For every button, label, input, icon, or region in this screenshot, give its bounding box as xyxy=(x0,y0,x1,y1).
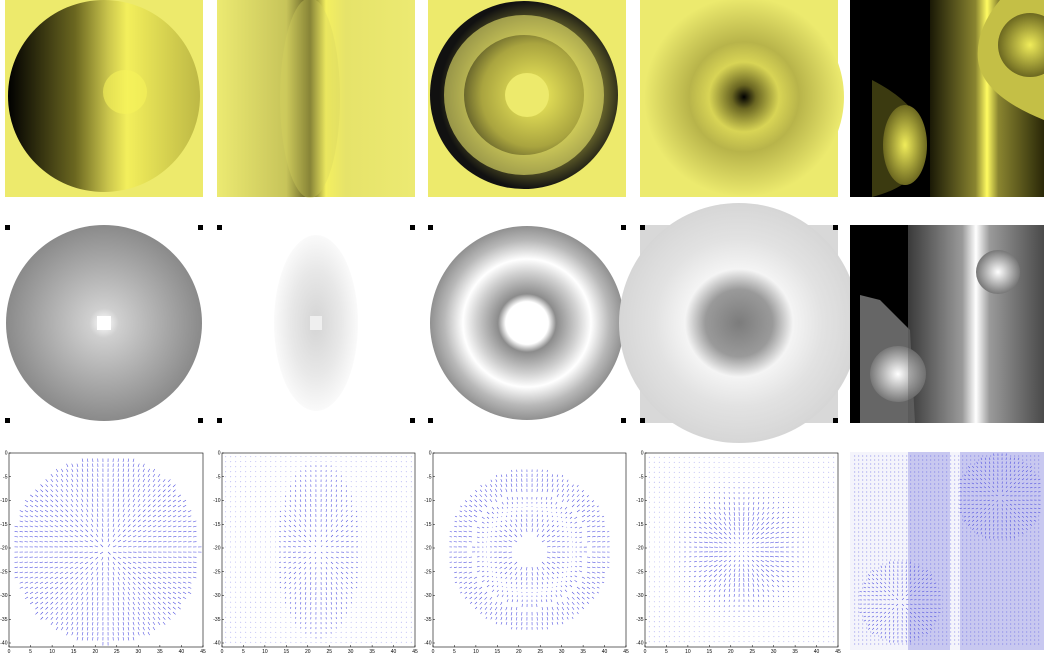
x-tick-label: 30 xyxy=(136,649,142,655)
x-tick-label: 5 xyxy=(453,649,456,655)
x-tick-label: 15 xyxy=(707,649,713,655)
x-tick-label: 35 xyxy=(580,649,586,655)
y-tick-label: -15 xyxy=(0,522,7,528)
y-tick-label: -15 xyxy=(424,522,431,528)
x-tick-label: 35 xyxy=(792,649,798,655)
x-tick-label: 0 xyxy=(644,649,647,655)
y-tick-label: -5 xyxy=(427,474,432,480)
y-tick-label: -30 xyxy=(213,593,220,599)
x-tick-label: 15 xyxy=(495,649,501,655)
x-tick-label: 45 xyxy=(835,649,841,655)
x-tick-label: 0 xyxy=(8,649,11,655)
x-tick-label: 5 xyxy=(665,649,668,655)
y-tick-label: -25 xyxy=(424,569,431,575)
y-tick-label: -5 xyxy=(639,474,644,480)
x-tick-label: 35 xyxy=(157,649,163,655)
panel-gray-radial-pit xyxy=(619,203,859,443)
y-tick-label: -20 xyxy=(424,546,431,552)
x-tick-label: 5 xyxy=(29,649,32,655)
quiver-arrows xyxy=(648,456,835,643)
x-tick-label: 25 xyxy=(114,649,120,655)
y-tick-label: -30 xyxy=(636,593,643,599)
quiver-arrows xyxy=(225,456,412,643)
y-tick-label: -10 xyxy=(0,498,7,504)
x-tick-label: 30 xyxy=(559,649,565,655)
x-tick-label: 25 xyxy=(749,649,755,655)
quiver-row: 0 5 10 15 20 25 30 35 40 45 0 -5 -10 -15 -20 -25 -30 -35 -… xyxy=(0,451,1044,655)
x-tick-label: 20 xyxy=(92,649,98,655)
panel-yellow-torus xyxy=(428,0,626,197)
y-tick-label: -40 xyxy=(636,641,643,647)
y-tick-label: -35 xyxy=(424,617,431,623)
x-tick-label: 35 xyxy=(369,649,375,655)
quiver-arrows xyxy=(854,453,1041,645)
x-tick-label: 10 xyxy=(473,649,479,655)
quiver-torus: 0 5 10 15 20 25 30 35 40 45 0 -5 -10 -15 -20 -25 -30 -35 -… xyxy=(424,451,629,655)
y-tick-label: -15 xyxy=(213,522,220,528)
panel-gray-torus xyxy=(428,225,626,423)
y-tick-label: -40 xyxy=(0,641,7,647)
y-tick-label: -35 xyxy=(0,617,7,623)
x-tick-label: 40 xyxy=(602,649,608,655)
x-tick-label: 25 xyxy=(537,649,543,655)
x-tick-label: 45 xyxy=(623,649,629,655)
y-tick-label: -25 xyxy=(0,569,7,575)
x-tick-label: 30 xyxy=(771,649,777,655)
y-tick-label: -15 xyxy=(636,522,643,528)
x-tick-label: 15 xyxy=(71,649,77,655)
quiver-radial-pit: 0 5 10 15 20 25 30 35 40 45 0 -5 -10 -15 -20 -25 -30 -35 -… xyxy=(636,451,841,655)
x-tick-label: 0 xyxy=(221,649,224,655)
x-tick-label: 30 xyxy=(348,649,354,655)
x-tick-label: 45 xyxy=(200,649,206,655)
y-tick-label: 0 xyxy=(641,451,644,457)
x-tick-label: 45 xyxy=(412,649,418,655)
y-tick-label: -35 xyxy=(636,617,643,623)
panel-gray-ellipse xyxy=(217,225,415,423)
quiver-sphere: 0 5 10 15 20 25 30 35 40 45 0 -5 -10 -15 -20 -25 -30 -35 -… xyxy=(0,451,206,655)
quiver-two-blobs xyxy=(850,452,1044,650)
panel-gray-two-blobs xyxy=(850,225,1044,423)
x-tick-label: 10 xyxy=(49,649,55,655)
y-tick-label: -20 xyxy=(213,546,220,552)
quiver-ellipse: 0 5 10 15 20 25 30 35 40 45 0 -5 -10 -15 -20 -25 -30 -35 -… xyxy=(213,451,418,655)
x-tick-label: 15 xyxy=(284,649,290,655)
panel-yellow-ellipse xyxy=(217,0,415,198)
x-tick-label: 25 xyxy=(326,649,332,655)
panel-yellow-radial-pit xyxy=(640,0,844,197)
y-tick-label: -5 xyxy=(216,474,221,480)
x-tick-label: 20 xyxy=(728,649,734,655)
y-tick-label: -10 xyxy=(636,498,643,504)
y-tick-label: 0 xyxy=(5,451,8,457)
x-tick-label: 40 xyxy=(179,649,185,655)
panel-gray-sphere xyxy=(5,225,203,423)
y-tick-label: 0 xyxy=(429,451,432,457)
x-tick-label: 5 xyxy=(242,649,245,655)
x-tick-label: 40 xyxy=(814,649,820,655)
y-tick-label: -30 xyxy=(424,593,431,599)
x-tick-label: 20 xyxy=(516,649,522,655)
y-tick-label: -5 xyxy=(3,474,8,480)
y-tick-label: -40 xyxy=(424,641,431,647)
quiver-arrows xyxy=(449,469,610,630)
quiver-arrows xyxy=(14,458,202,646)
y-tick-label: -25 xyxy=(636,569,643,575)
y-tick-label: -10 xyxy=(213,498,220,504)
y-tick-label: -10 xyxy=(424,498,431,504)
y-tick-label: -35 xyxy=(213,617,220,623)
x-tick-label: 10 xyxy=(685,649,691,655)
y-tick-label: -25 xyxy=(213,569,220,575)
y-tick-label: -20 xyxy=(0,546,7,552)
y-tick-label: 0 xyxy=(218,451,221,457)
x-tick-label: 40 xyxy=(391,649,397,655)
x-tick-label: 20 xyxy=(305,649,311,655)
y-tick-label: -40 xyxy=(213,641,220,647)
y-tick-label: -20 xyxy=(636,546,643,552)
y-tick-label: -30 xyxy=(0,593,7,599)
x-tick-label: 10 xyxy=(262,649,268,655)
panel-yellow-two-blobs xyxy=(850,0,1044,197)
x-tick-label: 0 xyxy=(432,649,435,655)
panel-yellow-sphere xyxy=(5,0,203,197)
